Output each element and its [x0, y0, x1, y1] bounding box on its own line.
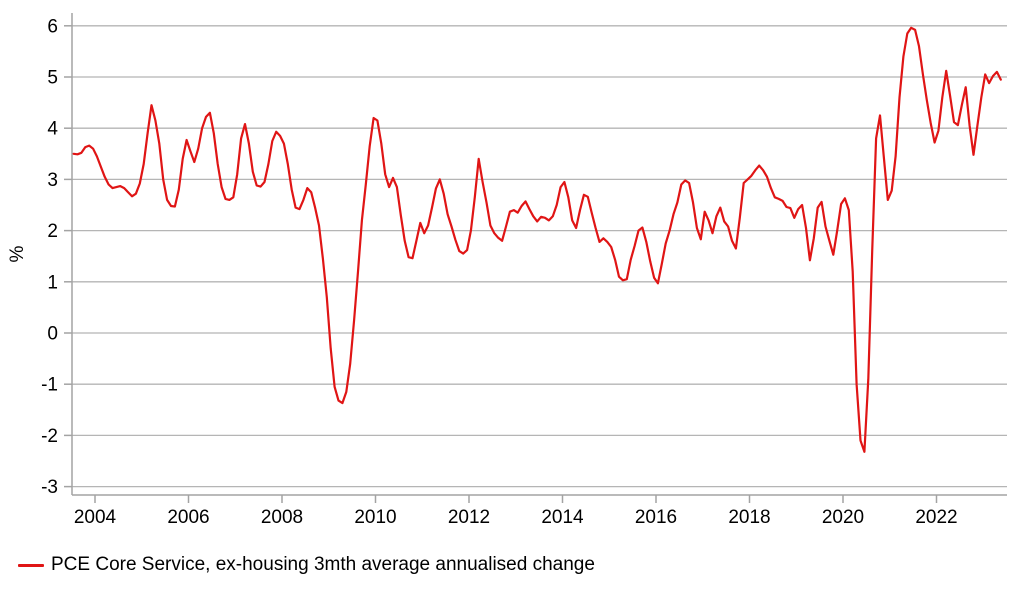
ytick-label-0: 0	[47, 324, 58, 345]
ytick-label-2: 2	[47, 221, 58, 242]
xtick-label-2010: 2010	[354, 507, 396, 528]
xtick-label-2012: 2012	[448, 507, 490, 528]
legend: PCE Core Service, ex-housing 3mth averag…	[18, 554, 595, 576]
xtick-label-2018: 2018	[728, 507, 770, 528]
ytick-label--3: -3	[41, 477, 58, 498]
legend-line-swatch	[18, 563, 44, 567]
xtick-label-2004: 2004	[74, 507, 117, 528]
ytick-label-1: 1	[47, 272, 58, 293]
xtick-label-2020: 2020	[822, 507, 864, 528]
xtick-label-2016: 2016	[635, 507, 677, 528]
ytick-label--1: -1	[41, 375, 58, 396]
data-line-pce-core-service	[72, 26, 1002, 453]
ytick-label-6: 6	[47, 16, 58, 37]
xtick-label-2022: 2022	[915, 507, 957, 528]
ytick-label-3: 3	[47, 170, 58, 191]
xtick-label-2014: 2014	[541, 507, 584, 528]
ytick-label-4: 4	[47, 119, 58, 140]
xtick-label-2006: 2006	[167, 507, 209, 528]
ytick-label-5: 5	[47, 68, 58, 89]
line-chart-plot: 6 5 4 3 2 1 0 -1 -2 -3 2004 2006 2008 2010 2012 2014 201…	[7, 13, 1007, 528]
y-axis-unit-label: %	[7, 245, 28, 262]
legend-label: PCE Core Service, ex-housing 3mth averag…	[51, 554, 595, 575]
ytick-label--2: -2	[41, 426, 58, 447]
xtick-label-2008: 2008	[261, 507, 303, 528]
